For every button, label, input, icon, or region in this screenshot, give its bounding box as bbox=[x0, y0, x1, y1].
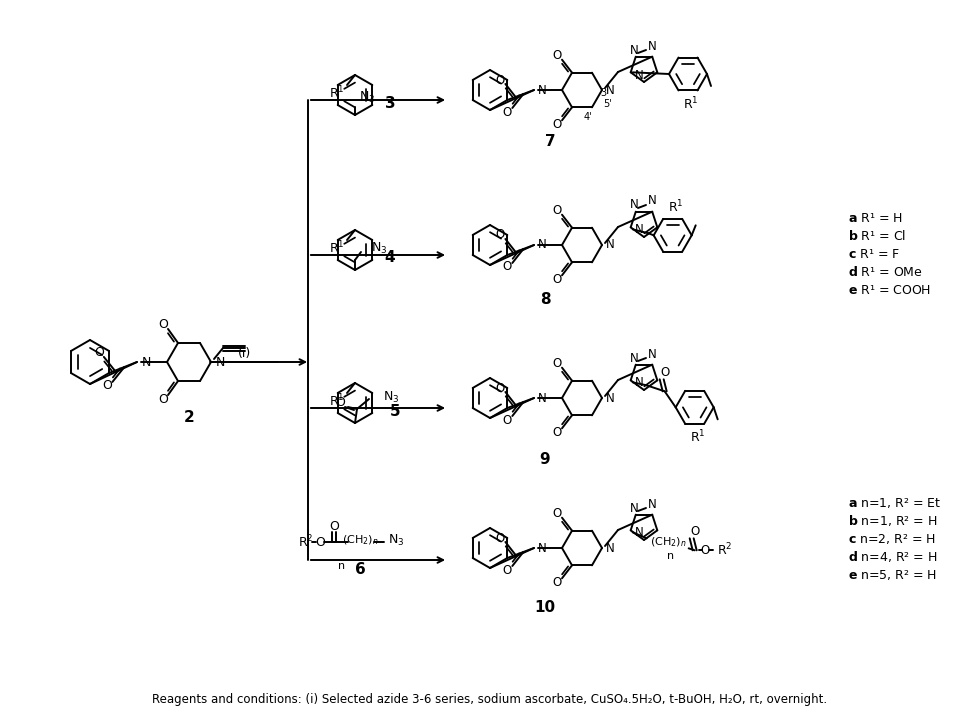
Text: R$^1$: R$^1$ bbox=[668, 199, 683, 216]
Text: O: O bbox=[315, 536, 325, 549]
Text: N: N bbox=[629, 351, 638, 364]
Text: N: N bbox=[606, 542, 614, 555]
Text: O: O bbox=[496, 229, 505, 242]
Text: O: O bbox=[553, 49, 562, 62]
Text: O: O bbox=[158, 319, 168, 332]
Text: 4': 4' bbox=[584, 112, 592, 122]
Text: N: N bbox=[648, 497, 657, 510]
Text: (CH$_2$)$_n$: (CH$_2$)$_n$ bbox=[342, 533, 378, 547]
Text: N$_3$: N$_3$ bbox=[359, 90, 375, 104]
Text: O: O bbox=[503, 106, 512, 119]
Text: N: N bbox=[648, 195, 657, 208]
Text: N$_3$: N$_3$ bbox=[383, 390, 399, 405]
Text: 3': 3' bbox=[600, 88, 609, 98]
Text: O: O bbox=[158, 392, 168, 405]
Text: N: N bbox=[538, 392, 547, 405]
Text: (CH$_2$)$_n$: (CH$_2$)$_n$ bbox=[651, 536, 687, 549]
Text: 7: 7 bbox=[545, 135, 556, 149]
Text: N: N bbox=[538, 83, 547, 96]
Text: O: O bbox=[553, 204, 562, 217]
Text: O: O bbox=[329, 520, 339, 532]
Text: (i): (i) bbox=[237, 347, 251, 360]
Text: O: O bbox=[553, 426, 562, 439]
Text: $\bf{a}$ R¹ = H: $\bf{a}$ R¹ = H bbox=[848, 211, 903, 224]
Text: n: n bbox=[338, 561, 346, 571]
Text: R$^2$: R$^2$ bbox=[298, 534, 314, 550]
Text: N: N bbox=[635, 526, 644, 539]
Text: N: N bbox=[606, 392, 614, 405]
Text: 6: 6 bbox=[355, 563, 366, 578]
Text: $\bf{a}$ n=1, R² = Et: $\bf{a}$ n=1, R² = Et bbox=[848, 496, 942, 510]
Text: $\bf{b}$ n=1, R² = H: $\bf{b}$ n=1, R² = H bbox=[848, 513, 938, 529]
Text: 3: 3 bbox=[385, 96, 395, 111]
Text: N: N bbox=[648, 348, 657, 361]
Text: 9: 9 bbox=[540, 452, 551, 468]
Text: N: N bbox=[538, 542, 547, 555]
Text: O: O bbox=[496, 531, 505, 544]
Text: O: O bbox=[496, 382, 505, 395]
Text: O: O bbox=[553, 118, 562, 131]
Text: O: O bbox=[700, 544, 710, 557]
Text: O: O bbox=[503, 563, 512, 576]
Text: 5: 5 bbox=[390, 403, 400, 418]
Text: N: N bbox=[142, 355, 151, 369]
Text: R$^1$: R$^1$ bbox=[690, 429, 706, 446]
Text: 5': 5' bbox=[604, 99, 612, 109]
Text: $\bf{e}$ R¹ = COOH: $\bf{e}$ R¹ = COOH bbox=[848, 284, 931, 297]
Text: $\bf{d}$ n=4, R² = H: $\bf{d}$ n=4, R² = H bbox=[848, 550, 938, 565]
Text: O: O bbox=[94, 346, 104, 359]
Text: O: O bbox=[496, 74, 505, 86]
Text: $\bf{d}$ R¹ = OMe: $\bf{d}$ R¹ = OMe bbox=[848, 265, 923, 279]
Text: O: O bbox=[690, 525, 700, 538]
Text: O: O bbox=[553, 508, 562, 520]
Text: N: N bbox=[629, 502, 638, 515]
Text: $\bf{c}$ n=2, R² = H: $\bf{c}$ n=2, R² = H bbox=[848, 532, 936, 546]
Text: N: N bbox=[635, 223, 644, 236]
Text: R$^1$: R$^1$ bbox=[329, 392, 345, 409]
Text: O: O bbox=[553, 357, 562, 370]
Text: N: N bbox=[648, 40, 657, 53]
Text: 4: 4 bbox=[385, 251, 395, 266]
Text: N: N bbox=[538, 238, 547, 251]
Text: R$^2$: R$^2$ bbox=[716, 542, 732, 559]
Text: $\bf{e}$ n=5, R² = H: $\bf{e}$ n=5, R² = H bbox=[848, 568, 937, 582]
Text: N: N bbox=[606, 238, 614, 251]
Text: O: O bbox=[103, 379, 113, 392]
Text: 10: 10 bbox=[534, 600, 556, 615]
Text: O: O bbox=[553, 576, 562, 589]
Text: O: O bbox=[503, 413, 512, 426]
Text: Reagents and conditions: (i) Selected azide 3-6 series, sodium ascorbate, CuSO₄.: Reagents and conditions: (i) Selected az… bbox=[153, 694, 827, 707]
Text: N$_3$: N$_3$ bbox=[388, 532, 404, 547]
Text: n: n bbox=[667, 552, 674, 561]
Text: N$_3$: N$_3$ bbox=[371, 240, 387, 256]
Text: N: N bbox=[629, 198, 638, 211]
Text: 2: 2 bbox=[183, 410, 194, 424]
Text: $\bf{b}$ R¹ = Cl: $\bf{b}$ R¹ = Cl bbox=[848, 229, 907, 243]
Text: R$^1$: R$^1$ bbox=[683, 96, 699, 112]
Text: N: N bbox=[629, 43, 638, 56]
Text: R$^1$: R$^1$ bbox=[329, 240, 345, 256]
Text: O: O bbox=[335, 395, 345, 408]
Text: $\bf{c}$ R¹ = F: $\bf{c}$ R¹ = F bbox=[848, 248, 900, 261]
Text: O: O bbox=[661, 366, 669, 379]
Text: O: O bbox=[553, 273, 562, 286]
Text: N: N bbox=[216, 355, 225, 369]
Text: N: N bbox=[635, 69, 644, 82]
Text: R$^1$: R$^1$ bbox=[329, 85, 345, 101]
Text: N: N bbox=[606, 83, 614, 96]
Text: 8: 8 bbox=[540, 292, 551, 308]
Text: N: N bbox=[635, 376, 644, 389]
Text: O: O bbox=[503, 261, 512, 274]
